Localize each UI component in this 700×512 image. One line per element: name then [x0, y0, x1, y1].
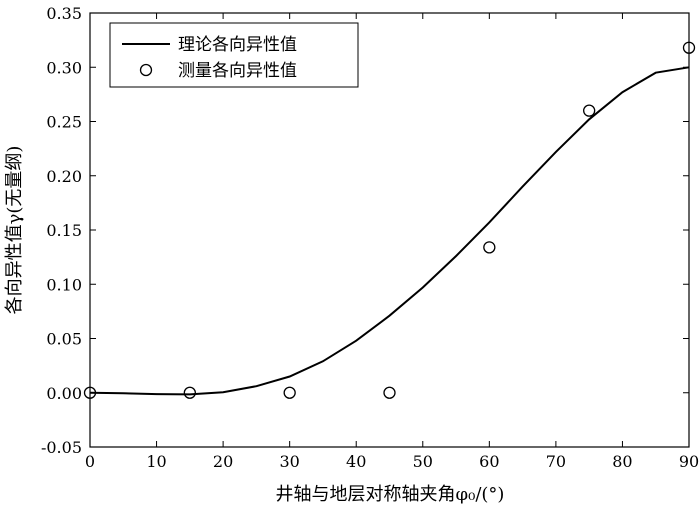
x-tick-label: 10 — [146, 452, 166, 471]
x-tick-label: 70 — [546, 452, 566, 471]
measured-point — [183, 386, 196, 399]
y-tick-label: 0.35 — [46, 4, 82, 23]
y-tick-label: 0.15 — [46, 221, 82, 240]
x-tick-label: 40 — [346, 452, 366, 471]
y-axis-label: 各向异性值γ(无量纲) — [4, 146, 25, 315]
measured-point — [283, 386, 296, 399]
x-tick-label: 60 — [479, 452, 499, 471]
legend: 理论各向异性值 测量各向异性值 — [109, 22, 359, 88]
measured-point — [483, 241, 496, 254]
measured-point — [583, 104, 596, 117]
legend-label-theory: 理论各向异性值 — [178, 35, 297, 55]
measured-points — [83, 41, 696, 399]
x-tick-label: 20 — [213, 452, 233, 471]
measured-point — [83, 386, 97, 399]
y-tick-label: 0.05 — [46, 330, 82, 349]
x-tick-labels: 0 10 20 30 40 50 60 70 80 90 — [85, 452, 699, 471]
x-tick-label: 0 — [85, 452, 95, 471]
legend-box — [109, 22, 359, 88]
y-tick-label: 0.20 — [46, 167, 82, 186]
y-tick-labels: -0.05 0.00 0.05 0.10 0.15 0.20 0.25 0.30 0.35 — [41, 4, 82, 457]
y-tick-label: 0.10 — [46, 275, 82, 294]
x-tick-label: 50 — [413, 452, 433, 471]
y-tick-label: 0.00 — [46, 384, 82, 403]
y-tick-label: -0.05 — [41, 438, 82, 457]
measured-point — [682, 41, 696, 54]
measured-point — [383, 386, 396, 399]
legend-marker-measured — [139, 63, 153, 77]
y-tick-label: 0.25 — [46, 113, 82, 132]
tick-marks — [89, 12, 690, 448]
y-tick-label: 0.30 — [46, 58, 82, 77]
x-tick-label: 30 — [279, 452, 299, 471]
x-tick-label: 80 — [612, 452, 632, 471]
legend-label-measured: 测量各向异性值 — [178, 61, 297, 81]
x-axis-label: 井轴与地层对称轴夹角φ₀/(°) — [276, 484, 505, 505]
x-tick-label: 90 — [679, 452, 699, 471]
theory-line — [89, 66, 690, 396]
